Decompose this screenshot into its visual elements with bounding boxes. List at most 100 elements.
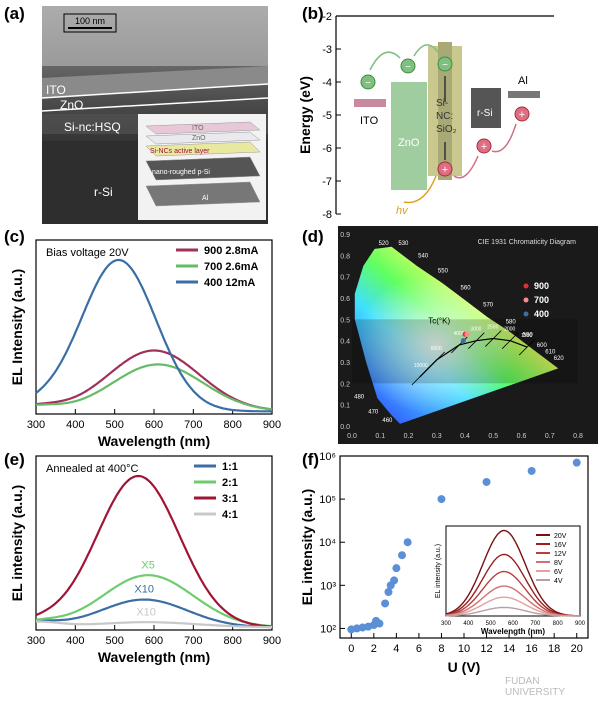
series-line-3 (35, 620, 272, 629)
x-tick-label: 20 (571, 643, 583, 655)
legend-label-1: 700 2.6mA (204, 261, 258, 273)
x-tick-label: 600 (145, 419, 163, 431)
x-tick-label: 18 (548, 643, 560, 655)
cie-y-tick-label: 0.3 (340, 360, 350, 367)
data-point (403, 538, 412, 547)
x-axis-label: U (V) (448, 659, 481, 675)
data-point (482, 477, 491, 486)
svg-text:−: − (442, 60, 448, 71)
cie-locus-label: 560 (461, 286, 472, 292)
zno-label: ZnO (398, 137, 420, 149)
cie-y-tick-label: 0.9 (340, 232, 350, 239)
cie-y-tick-label: 0.4 (340, 339, 350, 346)
y-tick-label: 10⁶ (319, 452, 336, 463)
cie-locus-label: 620 (554, 356, 565, 362)
data-point (437, 495, 446, 504)
tc-value-label: 6000 (431, 346, 442, 352)
inset-series-5 (446, 606, 580, 617)
cie-legend-marker-1 (523, 297, 529, 303)
layer-sinc-label: Si-nc:HSQ (64, 120, 121, 134)
panel-label-c: (c) (4, 227, 25, 246)
series-label-1: X5 (141, 559, 154, 571)
legend-label-0: 900 2.8mA (204, 245, 258, 257)
cie-x-tick-label: 0.7 (545, 433, 555, 440)
ito-label: ITO (360, 115, 379, 127)
series-line-0 (35, 598, 272, 629)
x-tick-label: 6 (416, 643, 422, 655)
x-tick-label: 400 (66, 419, 84, 431)
x-tick-label: 800 (223, 635, 241, 647)
isotherm-line (468, 332, 485, 349)
tc-value-label: 4000 (453, 331, 464, 337)
inset-series-1 (445, 553, 580, 617)
transport-arrows (369, 44, 517, 204)
inset-legend-label-0: 20V (554, 533, 567, 540)
cie-x-tick-label: 0.4 (460, 433, 470, 440)
inset-legend-label-3: 8V (554, 560, 563, 567)
sinc-label-3: SiO₂ (436, 124, 457, 135)
cie-y-tick-label: 0.8 (340, 253, 350, 260)
cie-band (352, 319, 578, 384)
cie-legend-label-2: 400 (534, 309, 549, 319)
cie-x-tick-label: 0.6 (517, 433, 527, 440)
b-y-tick-label: -6 (322, 143, 332, 155)
cie-locus-label: 530 (398, 241, 409, 247)
cie-title: CIE 1931 Chromaticity Diagram (478, 239, 577, 246)
legend-label-2: 3:1 (222, 493, 238, 505)
cie-locus-label: 460 (382, 418, 393, 424)
inset-zno-label: ZnO (192, 135, 206, 142)
cie-x-tick-label: 0.2 (404, 433, 414, 440)
legend-label-0: 1:1 (222, 461, 238, 473)
legend-label-2: 400 12mA (204, 277, 255, 289)
cie-y-tick-label: 0.5 (340, 317, 350, 324)
cie-legend-marker-0 (523, 283, 529, 289)
cie-locus-label: 580 (506, 320, 517, 326)
inset-legend-label-5: 4V (554, 578, 563, 585)
panel-label-f: (f) (302, 450, 319, 469)
x-tick-label: 500 (105, 635, 123, 647)
svg-text:+: + (442, 164, 448, 176)
x-tick-label: 10 (458, 643, 470, 655)
series-line-2 (35, 258, 272, 413)
tc-value-label: 3000 (470, 327, 481, 333)
b-y-tick-label: -5 (322, 110, 332, 122)
cie-locus-label: 550 (438, 269, 449, 275)
y-axis-label: EL Intensity (a.u.) (9, 269, 25, 385)
tc-value-label: 10000 (414, 363, 428, 369)
x-tick-label: 14 (503, 643, 515, 655)
data-point (527, 466, 536, 475)
panel-label-b: (b) (302, 4, 324, 23)
inset-x-tick-label: 900 (575, 621, 586, 627)
y-tick-label: 10⁴ (319, 537, 336, 549)
inset-legend-label-1: 16V (554, 542, 567, 549)
panel-a-tem-image: 100 nm ITO ZnO Si-nc:HSQ r-Si ITO ZnO Si… (42, 6, 268, 224)
tc-label: Tc(°K) (428, 317, 450, 326)
svg-text:+: + (481, 141, 487, 153)
series-label-3: X10 (136, 606, 156, 618)
al-label: Al (518, 75, 528, 87)
b-y-tick-label: -4 (322, 77, 332, 89)
legend-label-1: 2:1 (222, 477, 238, 489)
x-tick-label: 800 (223, 419, 241, 431)
inset-legend-label-4: 6V (554, 569, 563, 576)
x-tick-label: 8 (438, 643, 444, 655)
cie-y-tick-label: 0.2 (340, 381, 350, 388)
inset-x-tick-label: 700 (530, 621, 541, 627)
hole-carriers: + + + (437, 106, 530, 177)
x-tick-label: 600 (145, 635, 163, 647)
layer-ito-label: ITO (46, 83, 66, 97)
inset-series-0 (445, 529, 581, 617)
zno-block (391, 82, 427, 190)
cie-y-tick-label: 0.1 (340, 403, 350, 410)
svg-text:+: + (519, 109, 525, 121)
panel-label-d: (d) (302, 227, 324, 246)
layer-rsi-label: r-Si (94, 185, 113, 199)
inset-x-tick-label: 600 (508, 621, 519, 627)
data-point (375, 619, 384, 628)
cie-x-tick-label: 0.1 (375, 433, 385, 440)
tc-value-label: 2500 (487, 325, 498, 331)
b-y-tick-label: -7 (322, 176, 332, 188)
watermark: FUDAN UNIVERSITY (505, 676, 566, 698)
panel-e-chart: 300 400 500 600 700 800 900 Wavelength (nm) EL i… (9, 455, 281, 665)
cie-x-tick-label: 0.3 (432, 433, 442, 440)
